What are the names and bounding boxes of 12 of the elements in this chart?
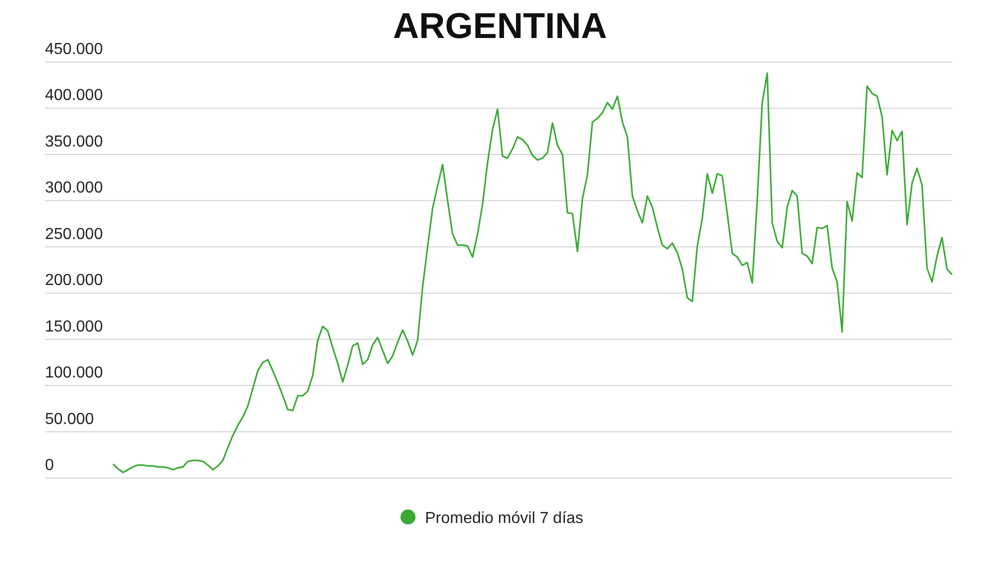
y-tick-label: 0 xyxy=(45,457,54,474)
y-tick-label: 400.000 xyxy=(45,87,103,104)
y-tick-label: 50.000 xyxy=(45,410,94,428)
y-tick-label: 250.000 xyxy=(45,226,103,243)
y-tick-label: 150.000 xyxy=(45,318,103,336)
y-tick-label: 100.000 xyxy=(45,364,103,382)
y-tick-label: 300.000 xyxy=(45,180,103,197)
y-tick-label: 350.000 xyxy=(45,133,103,150)
legend-label: Promedio móvil 7 días xyxy=(425,510,584,527)
y-tick-label: 450.000 xyxy=(45,41,103,58)
y-tick-label: 200.000 xyxy=(45,272,103,290)
chart-title: ARGENTINA xyxy=(393,5,607,46)
